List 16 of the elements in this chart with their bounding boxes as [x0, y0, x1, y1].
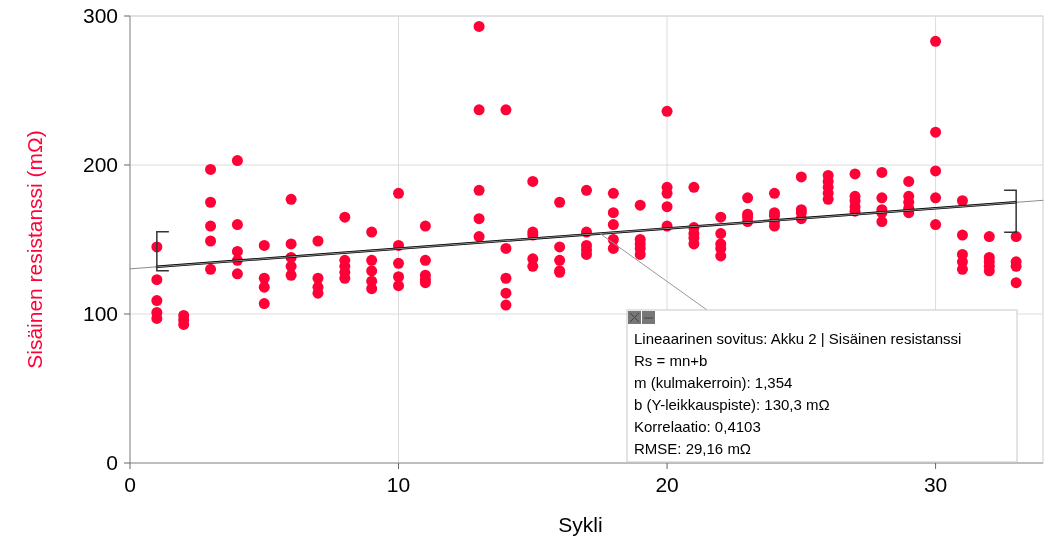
x-tick-label: 30	[923, 473, 948, 496]
annotation: Lineaarinen sovitus: Akku 2 | Sisäinen resistanssi	[634, 330, 962, 347]
annotation: b (Y-leikkauspiste): 130,3 mΩ	[634, 396, 830, 413]
x-tick-label: 20	[655, 473, 679, 496]
annotation: Rs = mn+b	[634, 352, 708, 369]
x-axis-title: Sykli	[558, 513, 603, 536]
annotation: m (kulmakerroin): 1,354	[634, 374, 793, 391]
x-tick-label: 0	[124, 473, 136, 496]
x-tick-label: 10	[386, 473, 411, 496]
annotation: Korrelaatio: 0,4103	[634, 418, 761, 435]
y-axis-title: Sisäinen resistanssi (mΩ)	[23, 130, 46, 369]
annotation: RMSE: 29,16 mΩ	[634, 440, 752, 457]
y-tick-label: 0	[106, 451, 118, 475]
y-tick-label: 200	[82, 153, 118, 177]
y-tick-label: 100	[82, 302, 118, 326]
y-tick-label: 300	[82, 4, 118, 28]
